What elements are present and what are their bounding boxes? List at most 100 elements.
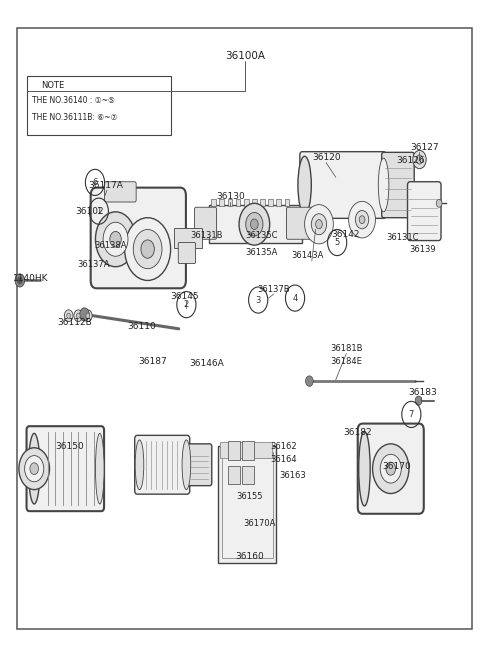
Circle shape bbox=[141, 240, 155, 258]
Circle shape bbox=[246, 212, 263, 236]
Circle shape bbox=[372, 444, 409, 493]
FancyBboxPatch shape bbox=[209, 204, 302, 242]
Circle shape bbox=[386, 462, 396, 476]
FancyBboxPatch shape bbox=[105, 181, 136, 202]
FancyBboxPatch shape bbox=[135, 436, 190, 494]
Bar bbox=[268, 199, 273, 206]
Text: 5: 5 bbox=[335, 238, 340, 247]
Bar bbox=[276, 199, 281, 206]
Bar bbox=[260, 199, 265, 206]
Bar bbox=[244, 199, 249, 206]
Text: 36127: 36127 bbox=[410, 143, 439, 152]
Bar bbox=[285, 199, 289, 206]
Ellipse shape bbox=[359, 432, 370, 506]
Text: 36162: 36162 bbox=[271, 442, 297, 451]
FancyBboxPatch shape bbox=[91, 187, 186, 288]
Bar bbox=[228, 441, 240, 460]
Circle shape bbox=[24, 456, 44, 481]
Circle shape bbox=[80, 308, 89, 321]
Text: 36131C: 36131C bbox=[386, 233, 419, 242]
Circle shape bbox=[17, 277, 22, 284]
Text: 36142: 36142 bbox=[331, 229, 360, 238]
Circle shape bbox=[355, 210, 369, 229]
Text: 36170: 36170 bbox=[383, 462, 411, 470]
Circle shape bbox=[251, 219, 258, 229]
FancyBboxPatch shape bbox=[300, 152, 386, 218]
Text: 36137B: 36137B bbox=[257, 285, 290, 294]
Text: 36187: 36187 bbox=[139, 357, 167, 366]
Text: 36181B: 36181B bbox=[330, 344, 362, 353]
Circle shape bbox=[436, 199, 442, 207]
Text: 36138A: 36138A bbox=[95, 241, 127, 250]
Bar bbox=[219, 199, 224, 206]
Text: 36117A: 36117A bbox=[88, 181, 123, 189]
Circle shape bbox=[348, 201, 375, 238]
FancyBboxPatch shape bbox=[174, 228, 202, 248]
Text: 36163: 36163 bbox=[279, 471, 306, 479]
Bar bbox=[222, 452, 273, 557]
Circle shape bbox=[15, 274, 24, 287]
Bar bbox=[242, 466, 254, 484]
Bar bbox=[252, 199, 257, 206]
Circle shape bbox=[86, 313, 90, 318]
Bar bbox=[228, 199, 232, 206]
Text: 36126: 36126 bbox=[396, 157, 425, 165]
Text: 36183: 36183 bbox=[408, 388, 437, 398]
FancyBboxPatch shape bbox=[188, 444, 212, 485]
Circle shape bbox=[316, 219, 323, 229]
FancyBboxPatch shape bbox=[194, 207, 216, 239]
Text: 4: 4 bbox=[292, 293, 298, 303]
FancyBboxPatch shape bbox=[220, 442, 272, 458]
Text: 6: 6 bbox=[92, 178, 97, 187]
Bar bbox=[27, 76, 170, 135]
Circle shape bbox=[133, 229, 162, 269]
Text: 36155: 36155 bbox=[236, 492, 263, 500]
Circle shape bbox=[30, 463, 38, 475]
Circle shape bbox=[380, 455, 401, 483]
Text: 36164: 36164 bbox=[271, 455, 297, 464]
Text: 36160: 36160 bbox=[235, 552, 264, 561]
Text: 1: 1 bbox=[96, 207, 101, 215]
Text: 36146A: 36146A bbox=[189, 359, 224, 368]
Text: 36100A: 36100A bbox=[225, 51, 265, 62]
Text: 36131B: 36131B bbox=[190, 231, 223, 240]
Text: 36184E: 36184E bbox=[330, 357, 362, 366]
Bar bbox=[228, 466, 240, 484]
Text: 36135A: 36135A bbox=[245, 248, 278, 257]
Text: 36170A: 36170A bbox=[243, 519, 276, 528]
FancyBboxPatch shape bbox=[287, 207, 321, 239]
Bar bbox=[211, 199, 216, 206]
Circle shape bbox=[74, 310, 83, 322]
Circle shape bbox=[64, 310, 73, 322]
Text: 36110: 36110 bbox=[128, 322, 156, 331]
Text: 2: 2 bbox=[184, 300, 189, 309]
FancyBboxPatch shape bbox=[382, 153, 414, 217]
Text: 36130: 36130 bbox=[216, 193, 245, 201]
Ellipse shape bbox=[298, 157, 312, 214]
Ellipse shape bbox=[135, 440, 144, 489]
Text: 36143A: 36143A bbox=[291, 251, 323, 260]
Circle shape bbox=[125, 217, 170, 280]
Circle shape bbox=[359, 215, 365, 223]
Ellipse shape bbox=[182, 440, 191, 489]
Circle shape bbox=[84, 310, 92, 322]
Ellipse shape bbox=[28, 434, 40, 504]
Text: 7: 7 bbox=[408, 410, 414, 419]
Ellipse shape bbox=[378, 159, 389, 212]
Text: 36139: 36139 bbox=[409, 244, 436, 253]
Circle shape bbox=[239, 203, 270, 245]
Text: 36112B: 36112B bbox=[58, 318, 92, 327]
Circle shape bbox=[110, 231, 121, 247]
Circle shape bbox=[19, 448, 49, 489]
Circle shape bbox=[96, 212, 136, 267]
Circle shape bbox=[415, 396, 422, 405]
Circle shape bbox=[312, 214, 326, 234]
Text: 36120: 36120 bbox=[312, 153, 340, 162]
Text: 36150: 36150 bbox=[56, 442, 84, 451]
FancyBboxPatch shape bbox=[178, 242, 195, 263]
FancyBboxPatch shape bbox=[408, 181, 441, 240]
Text: 36182: 36182 bbox=[343, 428, 372, 437]
Text: 36145: 36145 bbox=[171, 291, 199, 301]
Circle shape bbox=[306, 376, 313, 386]
FancyBboxPatch shape bbox=[358, 424, 424, 514]
